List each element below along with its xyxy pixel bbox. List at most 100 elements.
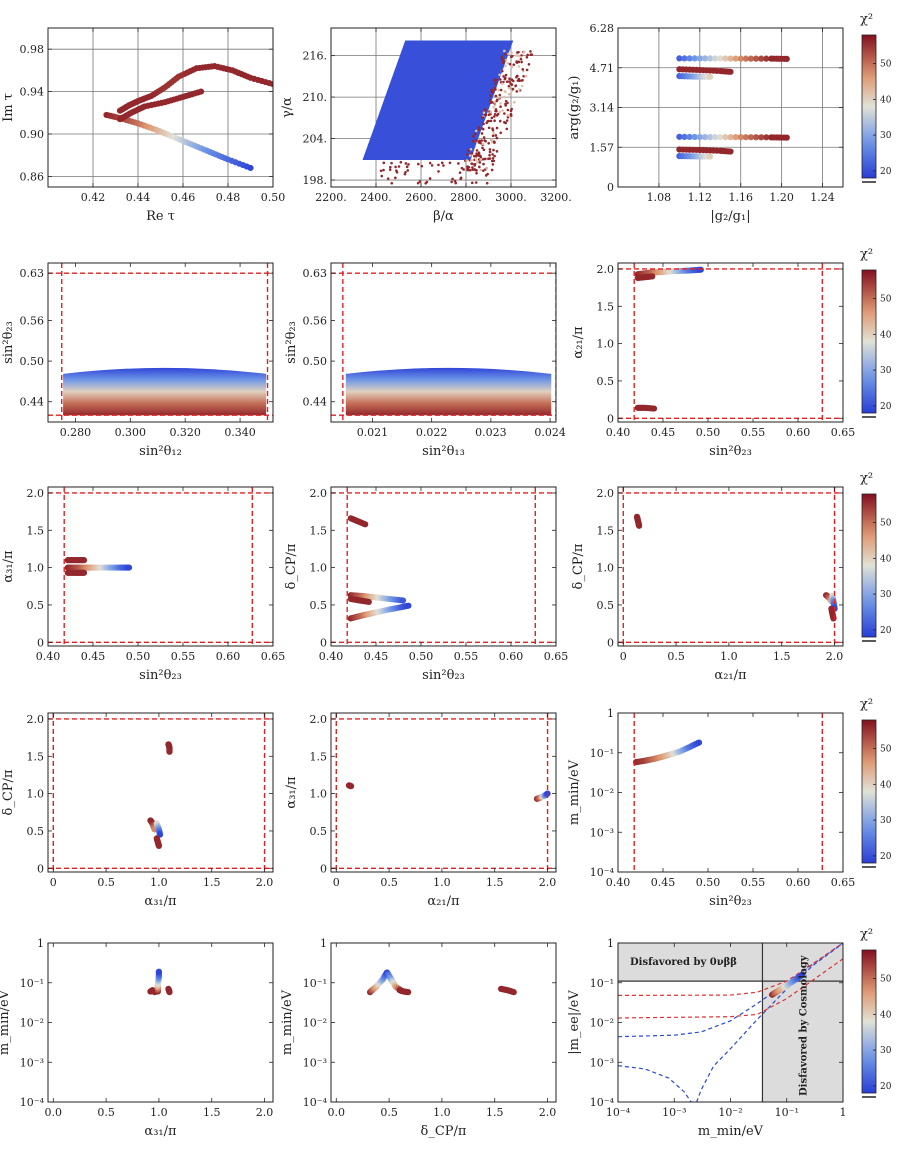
colorbar-tick-label: 40 [880, 95, 892, 105]
scatter-point [489, 101, 493, 104]
scatter-point [507, 92, 511, 96]
y-tick-label: 0.5 [310, 825, 328, 838]
scatter-point [517, 77, 521, 81]
series-d [497, 985, 517, 996]
y-tick-label: 10⁻² [590, 1017, 614, 1030]
panel-p2: 2200. 2400. 2600. 2800. 3000. 3200. 198. 204. 21… [280, 27, 572, 224]
scatter-point [503, 95, 506, 99]
scatter-point [504, 90, 507, 94]
scatter-point [525, 55, 529, 59]
data-point [742, 134, 749, 141]
data-point [697, 266, 704, 273]
x-tick-label: 0.5 [97, 1106, 115, 1119]
colorbar-tick-label: 50 [880, 295, 892, 305]
x-tick-label: 0.55 [171, 650, 196, 663]
data-point [747, 134, 755, 141]
scatter-point [488, 150, 492, 154]
scatter-point [437, 170, 440, 173]
x-axis-label: sin²θ₂₃ [709, 444, 752, 459]
scatter-point [474, 168, 477, 172]
y-tick-label: 0.94 [20, 86, 45, 99]
x-tick-label: 1.20 [769, 191, 794, 204]
data-point [732, 55, 739, 62]
x-tick-label: 2.0 [539, 1106, 557, 1119]
y-tick-label: 1.0 [310, 788, 328, 801]
x-tick-label: 1.0 [433, 876, 451, 889]
x-tick-label: 2.0 [826, 650, 844, 663]
data-point [405, 989, 412, 996]
panel-p4: 0.280 0.300 0.320 0.340 0.44 0.50 0.56 0.63 sin²… [1, 262, 274, 459]
allowed-range-box [48, 713, 273, 872]
panel-p6: 0.40 0.45 0.50 0.55 0.60 0.65 0 0.5 1.0 1.5 2.0 sin… [571, 262, 855, 459]
data-point [365, 598, 372, 606]
scatter-point [481, 127, 484, 130]
x-tick-label: 0.60 [786, 876, 811, 889]
scatter-point [488, 153, 491, 157]
panel-p1: 0.42 0.44 0.46 0.48 0.50 0.86 0.90 0.94 0.98 Re τ… [1, 27, 285, 224]
scatter-band [63, 367, 267, 416]
y-tick-label: 0.90 [20, 128, 45, 141]
x-tick-label: 0.45 [651, 876, 676, 889]
scatter-point [474, 154, 478, 158]
plot-area [331, 487, 556, 646]
y-axis-label: δ_CP/π [571, 543, 586, 589]
scatter-point [505, 119, 509, 122]
x-tick-label: 0.5 [667, 650, 685, 663]
y-tick-label: 3.14 [590, 102, 615, 115]
scatter-point [503, 77, 507, 81]
scatter-point [495, 136, 499, 140]
x-tick-label: 0.023 [475, 426, 507, 439]
x-tick-label: 1.0 [150, 1106, 168, 1119]
scatter-point [506, 114, 510, 117]
axes-frame [617, 262, 844, 423]
x-tick-label: 10⁻³ [662, 1106, 686, 1119]
x-tick-label: 2200. [315, 191, 347, 204]
scatter-point [519, 55, 522, 59]
scatter-edge-points [379, 49, 534, 185]
scatter-point [506, 101, 509, 105]
scatter-point [492, 115, 496, 118]
scatter-point [482, 111, 486, 114]
y-tick-label: 0 [37, 862, 44, 875]
panel-p10: 0 0.5 1.0 1.5 2.0 0 0.5 1.0 1.5 2.0 α₃₁/π δ_CP/π [1, 712, 274, 909]
y-tick-label: 10⁻⁴ [590, 1096, 615, 1109]
colorbar-gradient [861, 493, 877, 638]
colorbar-tick-label: 30 [880, 131, 892, 141]
scatter-point [395, 169, 398, 172]
y-tick-label: 204. [303, 133, 328, 146]
colorbar-tick-label: 20 [880, 1082, 892, 1092]
panel-p8: 0.40 0.45 0.50 0.55 0.60 0.65 0 0.5 1.0 1.5 2.0 sin… [284, 486, 568, 683]
scatter-point [485, 121, 489, 125]
x-axis-label: α₂₁/π [427, 894, 460, 909]
data-point [701, 133, 709, 141]
scatter-point [476, 160, 479, 164]
data-point [686, 133, 693, 141]
plot-area [618, 28, 843, 187]
panel-p5: 0.021 0.022 0.023 0.024 0.44 0.50 0.56 0.63 sin²… [284, 262, 566, 459]
scatter-point [499, 105, 502, 109]
scatter-point [496, 112, 500, 116]
scatter-point [488, 148, 492, 151]
scatter-point [520, 79, 524, 82]
axes-frame [617, 712, 844, 873]
series-main [632, 739, 703, 766]
scatter-point [499, 88, 503, 92]
scatter-point [509, 112, 513, 116]
scatter-point [477, 141, 481, 144]
data-point [742, 55, 749, 62]
y-tick-label: 1.57 [590, 141, 615, 154]
scatter-point [489, 94, 492, 98]
colorbar-tick-label: 30 [880, 816, 892, 826]
y-tick-label: 2.0 [27, 713, 45, 726]
scatter-point [397, 165, 401, 168]
scatter-point [490, 116, 494, 120]
scatter-point [516, 74, 519, 78]
scatter-point [486, 172, 489, 176]
scatter-point [482, 148, 486, 152]
y-tick-label: 1.0 [27, 562, 45, 575]
data-point [696, 133, 703, 141]
scatter-point [491, 153, 494, 156]
x-tick-label: 2.0 [256, 876, 274, 889]
series-b [533, 790, 551, 802]
no-upper-line [618, 943, 843, 1038]
